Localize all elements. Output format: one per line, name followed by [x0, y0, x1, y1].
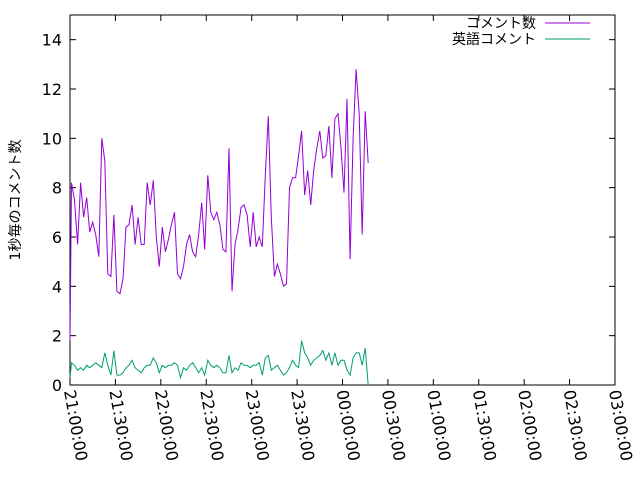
- x-tick-label: 00:00:00: [333, 388, 364, 462]
- y-tick-label: 8: [52, 179, 62, 198]
- x-tick-label: 01:00:00: [423, 388, 454, 462]
- x-tick-label: 02:30:00: [560, 388, 591, 462]
- y-tick-label: 2: [52, 327, 62, 346]
- x-tick-label: 23:30:00: [287, 388, 318, 462]
- series-line-1: [69, 69, 369, 341]
- x-tick-label: 23:00:00: [242, 388, 273, 462]
- plot-frame: [69, 14, 616, 386]
- x-tick-label: 22:30:00: [196, 388, 227, 462]
- legend-label: コメント数: [466, 16, 536, 32]
- y-axis-ticks: 0 2 4 6 8 10 12 14: [42, 31, 615, 395]
- y-tick-label: 14: [42, 31, 62, 50]
- y-tick-label: 6: [52, 228, 62, 247]
- x-tick-label: 21:00:00: [60, 388, 91, 462]
- x-tick-label: 21:30:00: [105, 388, 136, 462]
- y-axis-title: 1秒毎のコメント数: [8, 140, 24, 261]
- x-tick-label: 01:30:00: [469, 388, 500, 462]
- x-tick-label: 03:00:00: [605, 388, 636, 462]
- x-tick-label: 22:00:00: [151, 388, 182, 462]
- y-tick-label: 10: [42, 129, 62, 148]
- series-layer: [69, 69, 369, 386]
- x-tick-label: 02:00:00: [514, 388, 545, 462]
- series-line-2: [69, 340, 369, 386]
- legend-label: 英語コメント: [452, 31, 536, 48]
- y-tick-label: 12: [42, 80, 62, 99]
- y-tick-label: 0: [52, 376, 62, 395]
- x-axis-ticks: 21:00:00 21:30:00 22:00:00 22:30:00 23:00:00…: [60, 15, 636, 462]
- y-tick-label: 4: [52, 277, 62, 296]
- x-tick-label: 00:30:00: [378, 388, 409, 462]
